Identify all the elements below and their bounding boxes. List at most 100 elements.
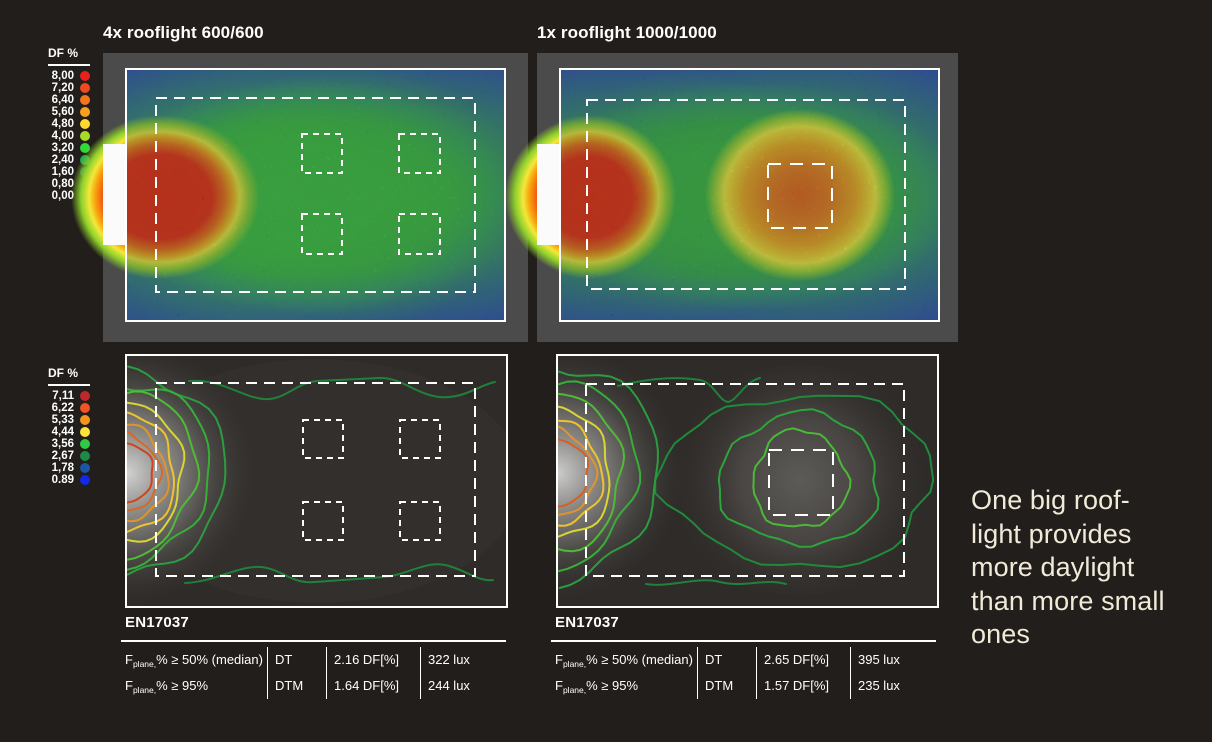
isoline <box>558 425 599 516</box>
room-boundary-dashed <box>155 382 476 577</box>
rooflight-600-outline <box>399 419 441 459</box>
room-boundary-dashed <box>155 97 476 293</box>
metric-cell: DTM <box>267 673 326 699</box>
isoline <box>127 423 170 523</box>
isoline <box>127 430 164 512</box>
legend-value: 4,44 <box>51 426 74 438</box>
legend-title: DF % <box>48 46 78 60</box>
legend-value: 7,11 <box>52 390 74 402</box>
df-value-cell: 1.64 DF[%] <box>326 673 420 699</box>
legend-rule <box>48 384 90 386</box>
lux-value-cell: 322 lux <box>420 647 506 673</box>
legend-value: 6,22 <box>51 402 74 414</box>
legend-entry: 8,00 <box>48 70 90 82</box>
legend-color-dot <box>80 95 90 105</box>
table-rule <box>121 640 506 642</box>
panel-title-right: 1x rooflight 1000/1000 <box>537 23 717 42</box>
isoline <box>127 442 154 504</box>
legend-value: 0.89 <box>51 474 74 486</box>
table-title: EN17037 <box>125 614 189 631</box>
rooflight-1000-outline <box>767 163 833 229</box>
legend-entry: 3,56 <box>48 438 90 450</box>
legend-entry: 2,67 <box>48 450 90 462</box>
legend-entry: 6,22 <box>48 402 90 414</box>
table-rule <box>551 640 936 642</box>
rooflight-1000-outline <box>768 449 834 516</box>
contour-panel-1x-rooflight <box>556 354 939 608</box>
lux-value-cell: 395 lux <box>850 647 936 673</box>
rooflight-600-outline <box>302 501 344 541</box>
isoline <box>558 438 589 508</box>
table-title: EN17037 <box>555 614 619 631</box>
df-value-cell: 2.16 DF[%] <box>326 647 420 673</box>
legend-entry: 1,78 <box>48 462 90 474</box>
heatmap-4x-rooflight <box>125 68 506 322</box>
isoline <box>127 411 175 533</box>
contour-plot-1x <box>558 356 937 605</box>
contour-plot-4x <box>127 356 506 606</box>
legend-entry: 5,33 <box>48 414 90 426</box>
room-boundary-dashed <box>585 383 905 577</box>
isoline <box>558 370 659 589</box>
isoline <box>717 408 880 548</box>
df-isolines <box>558 370 935 589</box>
facade-window-marker <box>537 144 559 245</box>
df-isolines <box>127 365 496 584</box>
isoline <box>617 377 761 403</box>
legend-color-dot <box>80 475 90 485</box>
criterion-cell: Fplane,% ≥ 50% (median) <box>555 652 693 669</box>
legend-entry: 7,20 <box>48 82 90 94</box>
rooflight-600-outline <box>301 213 343 255</box>
rooflight-glow <box>650 365 937 595</box>
heatmap-overlay <box>586 99 906 290</box>
legend-color-dot <box>80 403 90 413</box>
metric-cell: DTM <box>697 673 756 699</box>
isoline <box>127 388 211 571</box>
isoline <box>645 579 787 586</box>
criterion-cell: Fplane,% ≥ 95% <box>125 678 209 695</box>
room-boundary-dashed <box>586 99 906 290</box>
heatmap-1x-rooflight <box>559 68 940 322</box>
legend-entry: 7,11 <box>48 390 90 402</box>
table-grid: Fplane,% ≥ 50% (median) DT 2.65 DF[%] 395 l… <box>551 647 936 699</box>
legend-color-dot <box>80 71 90 81</box>
criterion-cell: Fplane,% ≥ 50% (median) <box>125 652 263 669</box>
legend-value: 1,78 <box>51 462 74 474</box>
rooflight-600-outline <box>301 133 343 174</box>
legend-color-dot <box>80 439 90 449</box>
legend-color-dot <box>80 391 90 401</box>
legend-entry: 4,44 <box>48 426 90 438</box>
lux-value-cell: 244 lux <box>420 673 506 699</box>
legend-color-dot <box>80 451 90 461</box>
legend-entries: 7,11 6,22 5,33 4,44 3,56 2,67 1,78 0.89 <box>48 390 90 486</box>
isoline <box>127 390 201 561</box>
heatmap-overlay <box>155 97 476 293</box>
legend-rule <box>48 64 90 66</box>
facade-window-marker <box>103 144 125 245</box>
contour-panel-4x-rooflight <box>125 354 508 608</box>
en17037-table-left: EN17037 Fplane,% ≥ 50% (median) DT 2.16 DF… <box>121 614 506 699</box>
criterion-cell: Fplane,% ≥ 95% <box>555 678 639 695</box>
heatmap-panel-4x-rooflight <box>60 53 528 342</box>
legend-entry: 0.89 <box>48 474 90 486</box>
isoline <box>558 405 611 538</box>
rooflight-600-outline <box>398 133 441 174</box>
rooflight-600-outline <box>398 213 441 255</box>
legend-color-dot <box>80 415 90 425</box>
legend-value: 3,56 <box>51 438 74 450</box>
df-value-cell: 1.57 DF[%] <box>756 673 850 699</box>
legend-value: 2,67 <box>51 450 74 462</box>
legend-color-dot <box>80 427 90 437</box>
en17037-table-right: EN17037 Fplane,% ≥ 50% (median) DT 2.65 DF… <box>551 614 936 699</box>
legend-value: 8,00 <box>51 70 74 82</box>
metric-cell: DT <box>267 647 326 673</box>
legend-value: 7,20 <box>51 82 74 94</box>
legend-title: DF % <box>48 366 78 380</box>
isoline <box>188 376 496 401</box>
rooflight-600-outline <box>302 419 344 459</box>
legend-value: 5,33 <box>51 414 74 426</box>
isoline <box>558 380 642 573</box>
figure-caption: One big roof- light provides more daylig… <box>971 485 1165 649</box>
lux-value-cell: 235 lux <box>850 673 936 699</box>
